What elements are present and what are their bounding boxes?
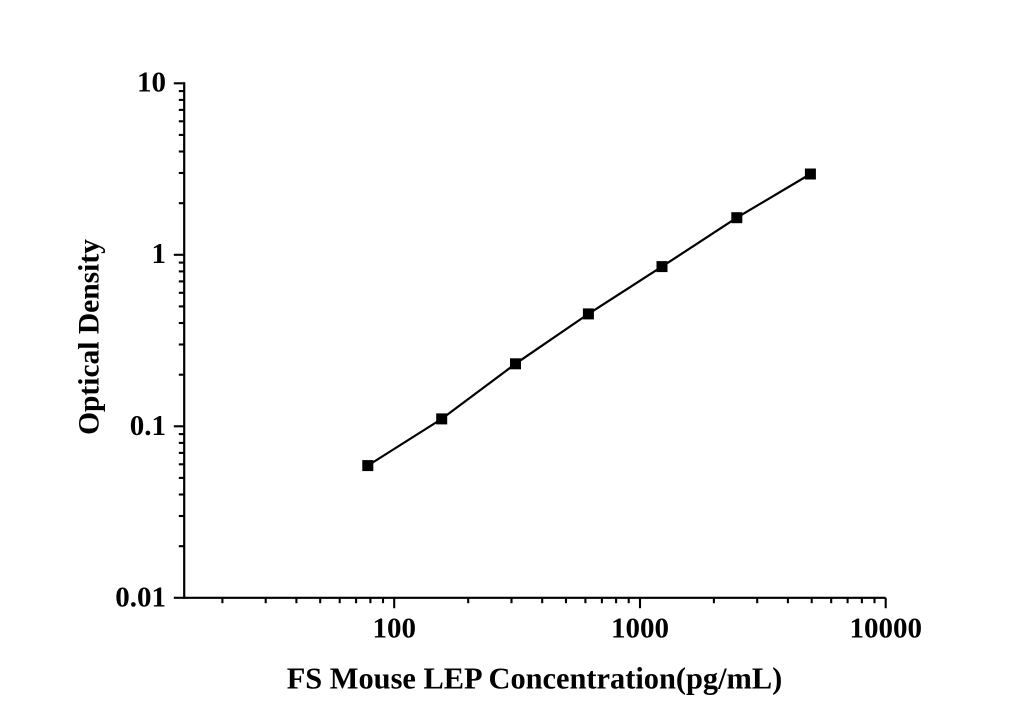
svg-text:10000: 10000: [849, 613, 922, 645]
svg-text:FS Mouse LEP Concentration(pg/: FS Mouse LEP Concentration(pg/mL): [287, 662, 783, 696]
svg-text:0.01: 0.01: [115, 582, 166, 614]
svg-text:100: 100: [372, 613, 416, 645]
svg-text:Optical Density: Optical Density: [74, 239, 106, 435]
svg-text:1: 1: [152, 238, 167, 270]
svg-text:10: 10: [137, 67, 166, 99]
svg-text:1000: 1000: [611, 613, 669, 645]
svg-text:0.1: 0.1: [130, 410, 166, 442]
